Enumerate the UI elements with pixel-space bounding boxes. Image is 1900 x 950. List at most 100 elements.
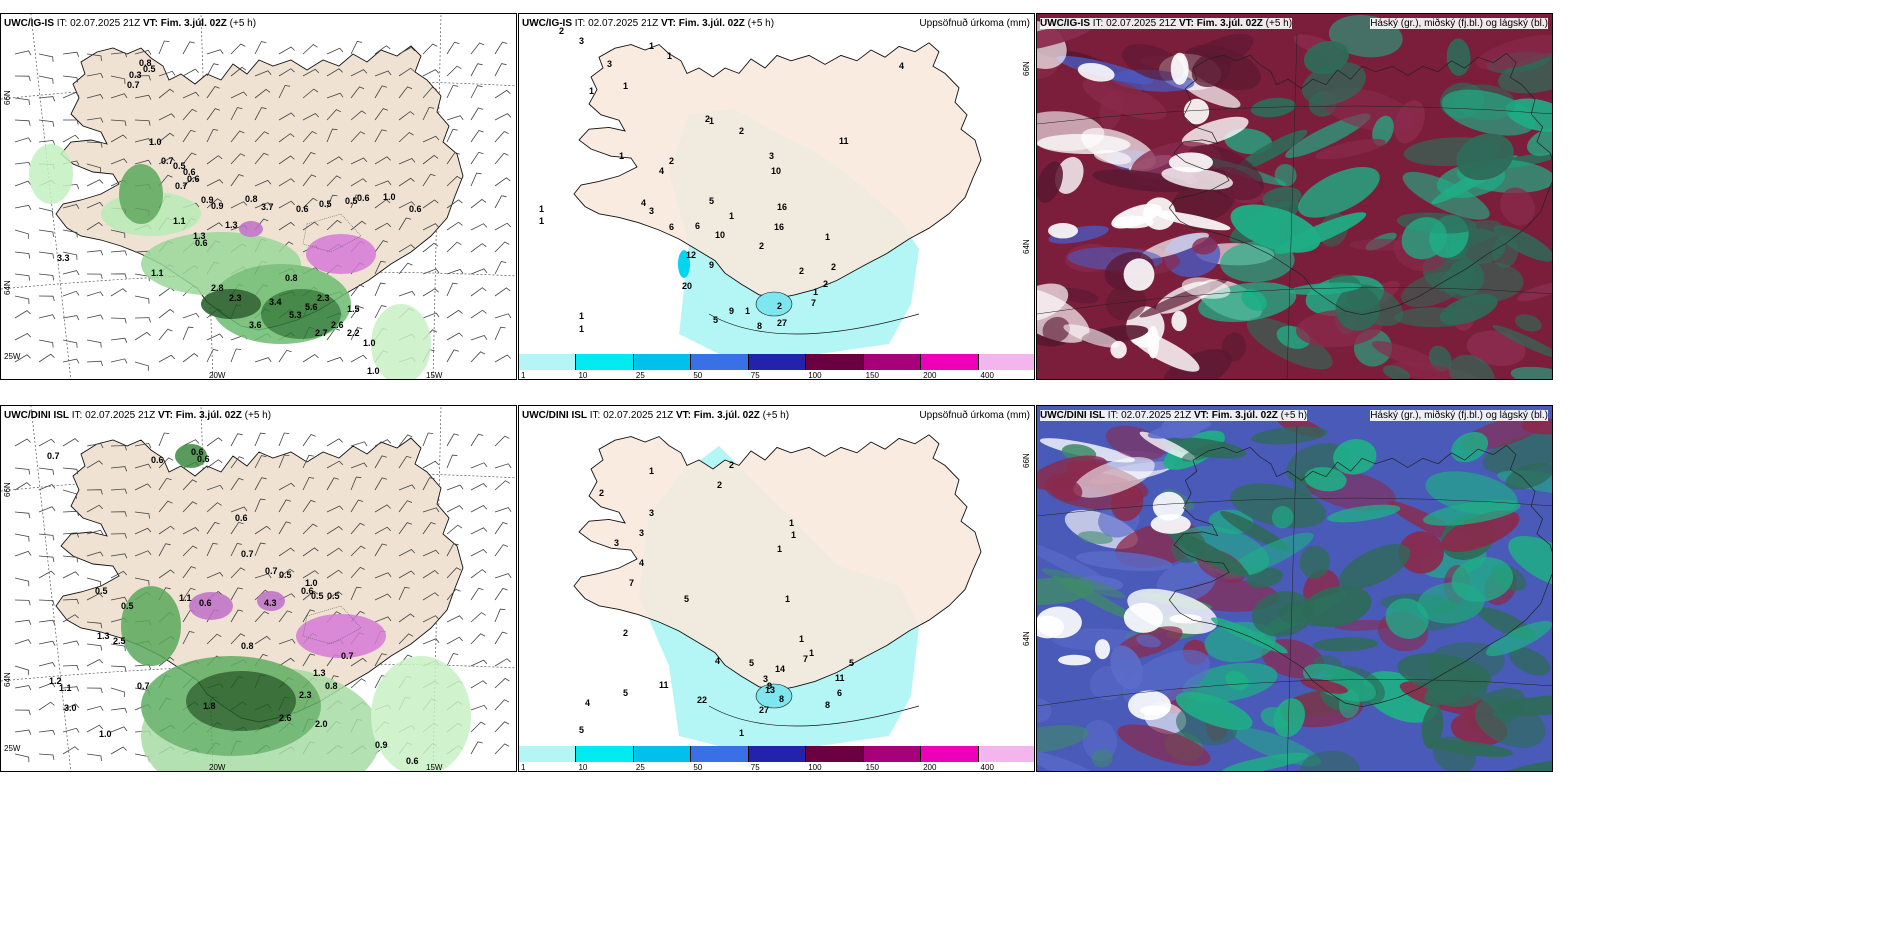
cloud-cell — [1093, 149, 1132, 165]
wind-barb — [494, 222, 511, 231]
wind-barb — [254, 152, 269, 165]
cloud-cell — [1521, 418, 1552, 435]
wind-barb — [302, 174, 317, 187]
precip-value-label: 1 — [539, 204, 544, 214]
wind-barb — [14, 511, 31, 519]
wind-barb — [158, 113, 176, 121]
wind-barb — [134, 483, 152, 491]
precip-value-label: 0.5 — [95, 586, 108, 596]
wind-barb — [470, 223, 488, 231]
wind-barb — [206, 542, 218, 557]
wind-barb — [494, 261, 507, 275]
precip-labels: 0.7 0.60.60.60.60.70.7 0.50.60.5 0.51.00.51… — [47, 447, 419, 766]
wind-barb — [350, 545, 366, 557]
wind-barb — [86, 163, 101, 173]
cloud-cell — [1048, 225, 1109, 244]
cloud-cell — [1077, 531, 1113, 545]
wind-barb — [446, 282, 458, 297]
wind-barbs — [14, 40, 512, 371]
wind-barb — [470, 107, 484, 121]
precip-panel-top: UWC/IG-IS IT: 02.07.2025 21Z VT: Fim. 3.… — [518, 13, 1035, 380]
parallel-line — [1037, 105, 1552, 125]
wind-barb — [206, 572, 224, 579]
wind-barb — [62, 204, 80, 210]
wind-barb — [182, 108, 197, 121]
wind-barb — [38, 533, 55, 541]
wind-barb — [230, 456, 245, 469]
precip-value-label: 1 — [539, 216, 544, 226]
precip-value-label: 8 — [779, 694, 784, 704]
wind-barb — [374, 108, 389, 121]
wind-barb — [38, 314, 56, 320]
precip-value-label: 1 — [813, 287, 818, 297]
wind-barb — [158, 457, 174, 469]
wind-barb — [182, 129, 196, 143]
wind-barb — [494, 587, 508, 601]
wind-barb — [278, 221, 295, 231]
wind-barb — [422, 288, 439, 297]
wind-barb — [494, 522, 508, 535]
cloud-cell — [1333, 439, 1377, 475]
cloud-cell — [1391, 361, 1484, 379]
cloud-shading — [1037, 414, 1552, 771]
wind-barb — [206, 349, 219, 363]
wind-barb — [374, 477, 388, 491]
wind-barb — [86, 659, 104, 667]
wind-barb — [110, 511, 127, 517]
wind-barb — [446, 349, 459, 363]
wind-barb — [494, 195, 507, 209]
wind-barb — [470, 741, 483, 755]
wind-barb — [38, 229, 54, 238]
precip-value-label: 0.7 — [265, 566, 278, 576]
precip-value-label: 4 — [659, 166, 664, 176]
wind-barb — [86, 643, 103, 651]
wind-barb — [38, 682, 56, 689]
wind-barb — [350, 194, 362, 209]
panel-title: UWC/IG-IS IT: 02.07.2025 21Z VT: Fim. 3.… — [4, 18, 256, 29]
clear-sky-patch — [1110, 340, 1127, 359]
cloud-cell — [1514, 314, 1542, 332]
wind-barb — [374, 455, 387, 469]
colorbar-tick-label: 50 — [693, 371, 703, 380]
wind-barb — [494, 241, 510, 253]
clear-sky-patch — [1143, 197, 1176, 230]
glacier-precip — [755, 291, 793, 317]
precip-value-label: 0.7 — [241, 549, 254, 559]
precip-value-label: 2.7 — [315, 328, 328, 338]
model-name: UWC/DINI ISL — [4, 410, 69, 421]
wind-barb — [494, 63, 507, 77]
colorbar-swatch — [748, 746, 807, 762]
precip-value-label: 0.7 — [137, 681, 150, 691]
wind-barb — [278, 482, 295, 491]
wind-barb — [326, 505, 344, 513]
clear-sky-patch — [1123, 602, 1163, 633]
precip-value-label: 0.6 — [357, 193, 370, 203]
precip-value-label: 2 — [831, 262, 836, 272]
model-name: UWC/IG-IS — [522, 18, 572, 29]
wind-barb — [470, 612, 486, 623]
wind-barb — [182, 176, 199, 187]
precip-value-label: 2.2 — [347, 328, 360, 338]
cloud-cell — [1299, 545, 1330, 579]
wind-barb — [134, 317, 151, 323]
wind-barb — [326, 68, 343, 77]
wind-barb — [374, 543, 388, 557]
axis-label: 20W — [209, 763, 226, 772]
wind-barb — [302, 131, 317, 143]
wind-barb — [110, 119, 127, 126]
colorbar-tick-label: 10 — [578, 371, 588, 380]
wind-barb — [374, 240, 389, 253]
cloud-cell — [1236, 129, 1308, 172]
wind-barb — [158, 156, 176, 165]
precip-area — [119, 164, 163, 224]
wind-barb — [182, 68, 199, 77]
wind-barb — [398, 262, 413, 275]
cloud-cell — [1485, 620, 1552, 657]
precip-colorbar — [519, 746, 1034, 762]
cloud-cell — [1492, 325, 1552, 359]
wind-barb — [374, 653, 387, 667]
clear-sky-patch — [1170, 52, 1189, 85]
wind-barb — [110, 707, 128, 713]
wind-map: 0.80.50.30.71.00.7 0.50.60.60.70.93.70.80… — [1, 14, 516, 379]
